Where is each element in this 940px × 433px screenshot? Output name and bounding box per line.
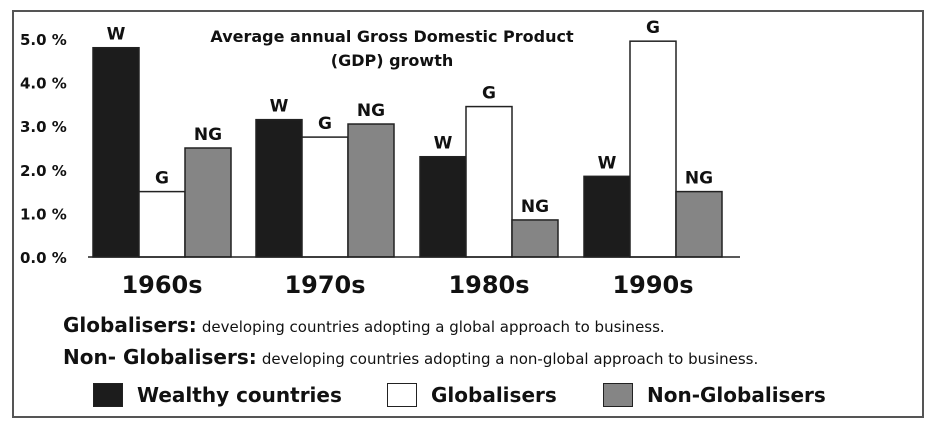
legend-globalisers-label: Globalisers xyxy=(431,383,557,407)
x-category-label: 1970s xyxy=(284,271,365,299)
globalisers-note: Globalisers: developing countries adopti… xyxy=(63,313,665,337)
y-tick-label: 4.0 % xyxy=(20,75,67,93)
x-category-label: 1980s xyxy=(448,271,529,299)
bar-label: NG xyxy=(194,125,222,145)
bar-w-1990s xyxy=(583,175,631,258)
globalisers-term: Globalisers: xyxy=(63,313,197,337)
legend-wealthy-swatch xyxy=(93,383,123,407)
x-category-label: 1990s xyxy=(612,271,693,299)
non-globalisers-term: Non- Globalisers: xyxy=(63,345,257,369)
y-tick-label: 1.0 % xyxy=(20,205,67,223)
bar-label: W xyxy=(598,153,617,173)
non-globalisers-note: Non- Globalisers: developing countries a… xyxy=(63,345,758,369)
bar-label: W xyxy=(434,134,453,154)
bar-label: G xyxy=(482,84,496,104)
bar-label: NG xyxy=(685,169,713,189)
bar-g-1980s xyxy=(465,105,513,258)
bar-ng-1970s xyxy=(347,123,395,258)
bar-label: NG xyxy=(357,101,385,121)
legend-non-globalisers-swatch xyxy=(603,383,633,407)
chart-title-line-1: Average annual Gross Domestic Product xyxy=(210,27,574,46)
legend-wealthy: Wealthy countries xyxy=(93,383,342,407)
y-tick-label: 5.0 % xyxy=(20,31,67,49)
bar-g-1970s xyxy=(301,136,349,258)
bar-ng-1960s xyxy=(184,147,232,258)
bar-label: G xyxy=(318,114,332,134)
bar-label: W xyxy=(107,25,126,45)
chart-title-line-2: (GDP) growth xyxy=(331,51,454,70)
bar-w-1970s xyxy=(255,118,303,258)
bar-label: W xyxy=(270,97,289,117)
bar-label: G xyxy=(646,18,660,38)
globalisers-desc: developing countries adopting a global a… xyxy=(201,318,665,336)
bar-w-1960s xyxy=(92,46,140,258)
y-tick-label: 2.0 % xyxy=(20,162,67,180)
bar-label: G xyxy=(155,169,169,189)
non-globalisers-desc: developing countries adopting a non-glob… xyxy=(261,350,759,368)
legend-non-globalisers: Non-Globalisers xyxy=(603,383,826,407)
bar-label: NG xyxy=(521,197,549,217)
bar-w-1980s xyxy=(419,155,467,258)
legend-globalisers-swatch xyxy=(387,383,417,407)
bar-ng-1990s xyxy=(675,190,723,258)
bar-ng-1980s xyxy=(511,219,559,258)
legend-globalisers: Globalisers xyxy=(387,383,557,407)
bar-g-1990s xyxy=(629,40,677,258)
bar-g-1960s xyxy=(138,190,186,258)
x-category-label: 1960s xyxy=(121,271,202,299)
legend-non-globalisers-label: Non-Globalisers xyxy=(647,383,826,407)
legend-wealthy-label: Wealthy countries xyxy=(137,383,342,407)
y-tick-label: 3.0 % xyxy=(20,118,67,136)
y-tick-label: 0.0 % xyxy=(20,249,67,267)
